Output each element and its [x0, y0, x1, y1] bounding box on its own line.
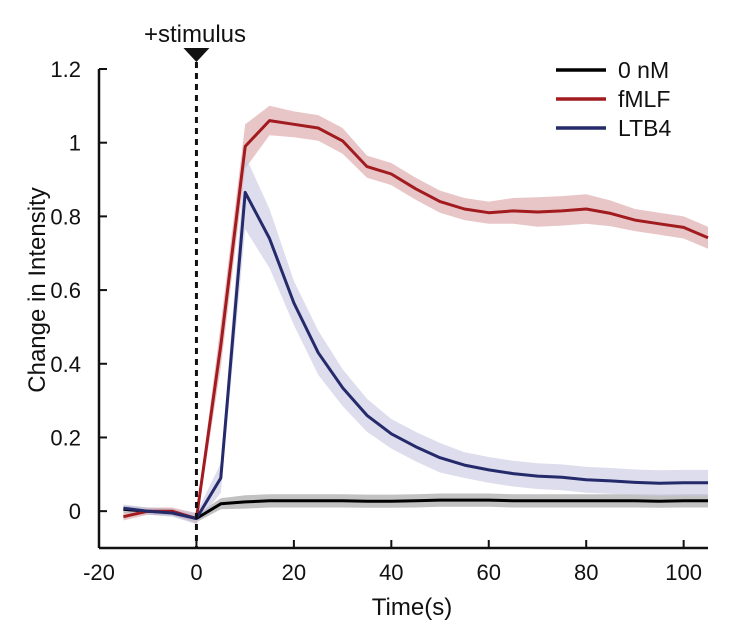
x-tick-label: -20	[83, 560, 115, 585]
line-0-nm	[123, 498, 708, 520]
line-ltb4	[123, 190, 708, 520]
series-lines	[123, 119, 709, 520]
y-tick-label: 0.8	[50, 204, 81, 229]
y-tick-label: 0	[69, 499, 81, 524]
y-tick-label: 0.4	[50, 352, 81, 377]
legend-label-0-nm: 0 nM	[618, 57, 669, 83]
y-tick-label: 1	[69, 131, 81, 156]
x-tick-label: 80	[574, 560, 598, 585]
stimulus-annotation: +stimulus	[144, 21, 246, 548]
stimulus-label: +stimulus	[144, 21, 246, 48]
x-tick-label: 100	[665, 560, 702, 585]
x-tick-label: 0	[190, 560, 202, 585]
x-tick-label: 20	[282, 560, 306, 585]
x-tick-label: 60	[477, 560, 501, 585]
y-tick-label: 0.6	[50, 278, 81, 303]
y-tick-label: 1.2	[50, 57, 81, 82]
legend-label-ltb4: LTB4	[618, 115, 671, 141]
y-tick-label: 0.2	[50, 425, 81, 450]
stimulus-marker-icon	[183, 48, 210, 62]
legend-label-fmlf: fMLF	[618, 86, 670, 112]
y-axis-title: Change in Intensity	[24, 187, 51, 392]
x-axis-title: Time(s)	[372, 594, 452, 621]
legend: 0 nM fMLF LTB4	[556, 57, 671, 141]
axes: -20 0 20 40 60 80 100 0 0.2 0.4 0.6 0.8 1 1.2	[50, 57, 708, 585]
x-tick-label: 40	[379, 560, 403, 585]
confidence-bands	[123, 105, 708, 525]
band-ltb4	[123, 155, 708, 524]
line-fmlf	[123, 119, 709, 520]
